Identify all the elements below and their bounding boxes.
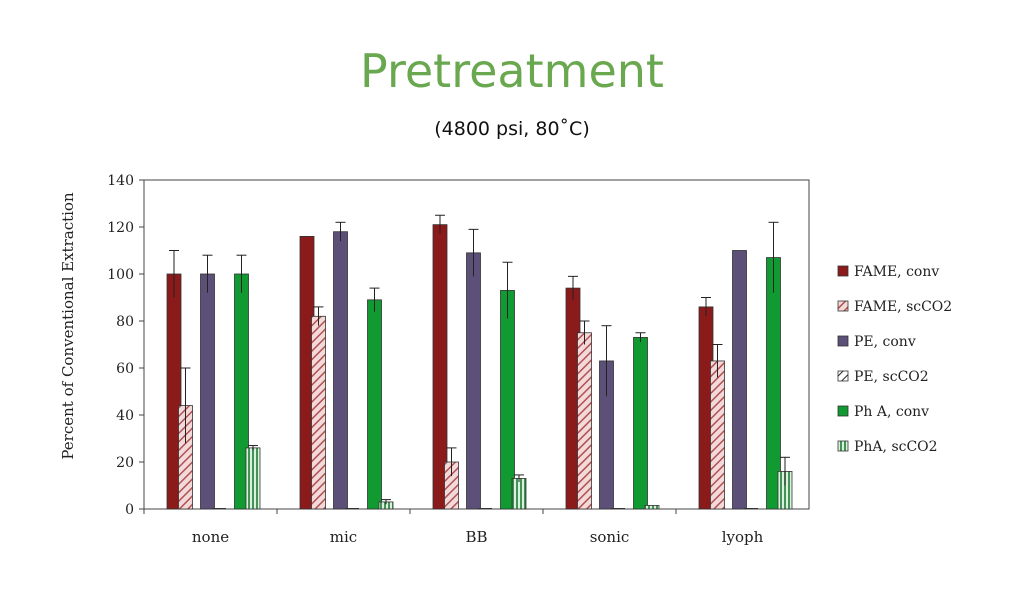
bar	[367, 299, 382, 510]
bars-group	[166, 214, 793, 510]
x-tick-label: BB	[465, 528, 487, 546]
bar	[478, 508, 492, 509]
bar	[633, 337, 648, 510]
slide-subtitle: (4800 psi, 80˚C)	[434, 118, 590, 140]
legend-swatch	[837, 370, 849, 382]
legend-label: FAME, scCO2	[854, 299, 952, 315]
legend-swatch	[837, 265, 849, 277]
x-axis: none mic BB sonic lyoph	[143, 509, 764, 546]
y-axis-label: Percent of Conventional Extraction	[59, 192, 77, 460]
legend-label: PE, conv	[854, 334, 916, 350]
y-tick-label: 120	[107, 220, 134, 236]
bar	[200, 273, 215, 510]
bar	[466, 252, 481, 510]
x-tick-label: lyoph	[722, 528, 764, 546]
y-tick-label: 60	[116, 361, 134, 377]
y-tick-label: 140	[107, 173, 134, 189]
legend-label: Ph A, conv	[854, 404, 929, 420]
bar	[500, 290, 515, 510]
bar	[611, 508, 625, 509]
x-tick-label: mic	[330, 528, 357, 546]
bar	[511, 478, 527, 510]
bar	[345, 508, 359, 509]
legend-swatch	[837, 335, 849, 347]
bar	[744, 508, 758, 509]
legend-swatch	[837, 440, 849, 452]
y-tick-label: 20	[116, 455, 134, 471]
x-tick-label: sonic	[590, 528, 630, 546]
y-tick-label: 80	[116, 314, 134, 330]
bar	[710, 360, 725, 510]
legend-swatch	[837, 405, 849, 417]
bar	[212, 508, 226, 509]
bar	[732, 250, 747, 510]
y-tick-label: 0	[125, 502, 134, 518]
y-axis: 0 20 40 60 80 100 120 140	[107, 173, 144, 518]
legend-label: PE, scCO2	[854, 369, 929, 385]
bar	[644, 505, 660, 510]
legend: FAME, conv FAME, scCO2 PE, conv PE, scCO2 Ph…	[837, 264, 952, 455]
legend-label: PhA, scCO2	[854, 439, 938, 455]
bar	[245, 447, 261, 510]
x-tick-label: none	[192, 528, 229, 546]
bar	[311, 315, 326, 510]
legend-label: FAME, conv	[854, 264, 939, 280]
y-tick-label: 100	[107, 267, 134, 283]
bar	[577, 332, 592, 510]
bar	[333, 231, 348, 510]
slide-title: Pretreatment	[360, 44, 664, 98]
y-tick-label: 40	[116, 408, 134, 424]
legend-swatch	[837, 300, 849, 312]
